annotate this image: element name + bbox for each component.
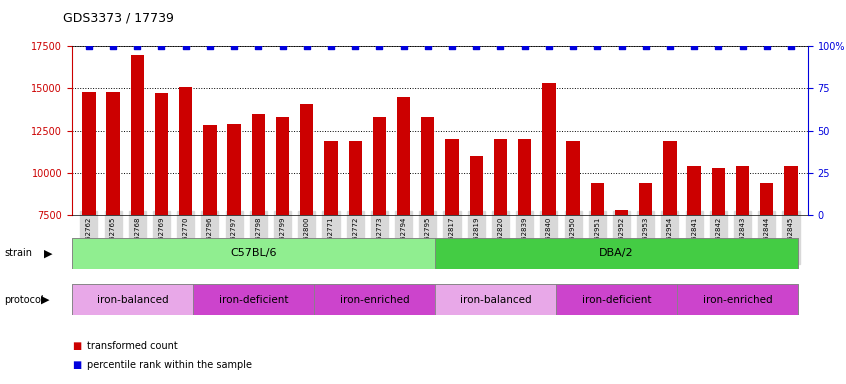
Bar — [784, 166, 798, 342]
Point — [445, 43, 459, 49]
Bar — [155, 93, 168, 342]
Bar — [324, 141, 338, 342]
Text: DBA/2: DBA/2 — [599, 248, 634, 258]
Point — [518, 43, 531, 49]
Bar — [203, 126, 217, 342]
Bar — [470, 156, 483, 342]
Bar — [107, 92, 120, 342]
Bar — [445, 139, 459, 342]
Point — [349, 43, 362, 49]
Point — [300, 43, 314, 49]
Point — [591, 43, 604, 49]
Point — [324, 43, 338, 49]
Bar — [72, 238, 435, 269]
Bar — [72, 284, 193, 315]
Point — [566, 43, 580, 49]
Bar — [435, 238, 799, 269]
Text: GDS3373 / 17739: GDS3373 / 17739 — [63, 12, 174, 25]
Bar — [228, 124, 241, 342]
Point — [784, 43, 798, 49]
Point — [372, 43, 386, 49]
Text: ■: ■ — [72, 360, 81, 370]
Point — [663, 43, 677, 49]
Point — [82, 43, 96, 49]
Point — [760, 43, 773, 49]
Text: strain: strain — [4, 248, 32, 258]
Point — [736, 43, 750, 49]
Point — [421, 43, 435, 49]
Text: protocol: protocol — [4, 295, 44, 305]
Text: iron-balanced: iron-balanced — [96, 295, 168, 305]
Text: iron-enriched: iron-enriched — [703, 295, 772, 305]
Bar — [349, 141, 362, 342]
Bar — [591, 183, 604, 342]
Bar — [82, 92, 96, 342]
Text: ▶: ▶ — [44, 248, 52, 258]
Bar — [688, 166, 700, 342]
Bar — [314, 284, 435, 315]
Point — [276, 43, 289, 49]
Text: C57BL/6: C57BL/6 — [230, 248, 277, 258]
Bar — [736, 166, 750, 342]
Bar — [556, 284, 677, 315]
Point — [107, 43, 120, 49]
Point — [470, 43, 483, 49]
Point — [130, 43, 144, 49]
Text: ■: ■ — [72, 341, 81, 351]
Bar — [397, 97, 410, 342]
Point — [542, 43, 556, 49]
Bar — [179, 88, 192, 342]
Bar — [677, 284, 799, 315]
Bar — [711, 168, 725, 342]
Text: iron-balanced: iron-balanced — [459, 295, 531, 305]
Text: percentile rank within the sample: percentile rank within the sample — [87, 360, 252, 370]
Point — [494, 43, 508, 49]
Bar — [373, 117, 386, 342]
Bar — [760, 183, 773, 342]
Bar — [193, 284, 314, 315]
Bar — [494, 139, 507, 342]
Text: iron-deficient: iron-deficient — [219, 295, 288, 305]
Text: iron-enriched: iron-enriched — [340, 295, 409, 305]
Bar — [639, 183, 652, 342]
Bar — [518, 139, 531, 342]
Point — [155, 43, 168, 49]
Point — [639, 43, 652, 49]
Bar — [615, 210, 629, 342]
Bar — [421, 117, 435, 342]
Point — [397, 43, 410, 49]
Text: transformed count: transformed count — [87, 341, 178, 351]
Point — [711, 43, 725, 49]
Bar — [567, 141, 580, 342]
Text: ▶: ▶ — [41, 295, 49, 305]
Bar — [300, 104, 313, 342]
Bar — [130, 55, 144, 342]
Point — [687, 43, 700, 49]
Point — [251, 43, 265, 49]
Point — [615, 43, 629, 49]
Bar — [435, 284, 556, 315]
Point — [203, 43, 217, 49]
Point — [179, 43, 193, 49]
Bar — [251, 114, 265, 342]
Bar — [663, 141, 677, 342]
Bar — [542, 83, 556, 342]
Bar — [276, 117, 289, 342]
Point — [228, 43, 241, 49]
Text: iron-deficient: iron-deficient — [582, 295, 651, 305]
